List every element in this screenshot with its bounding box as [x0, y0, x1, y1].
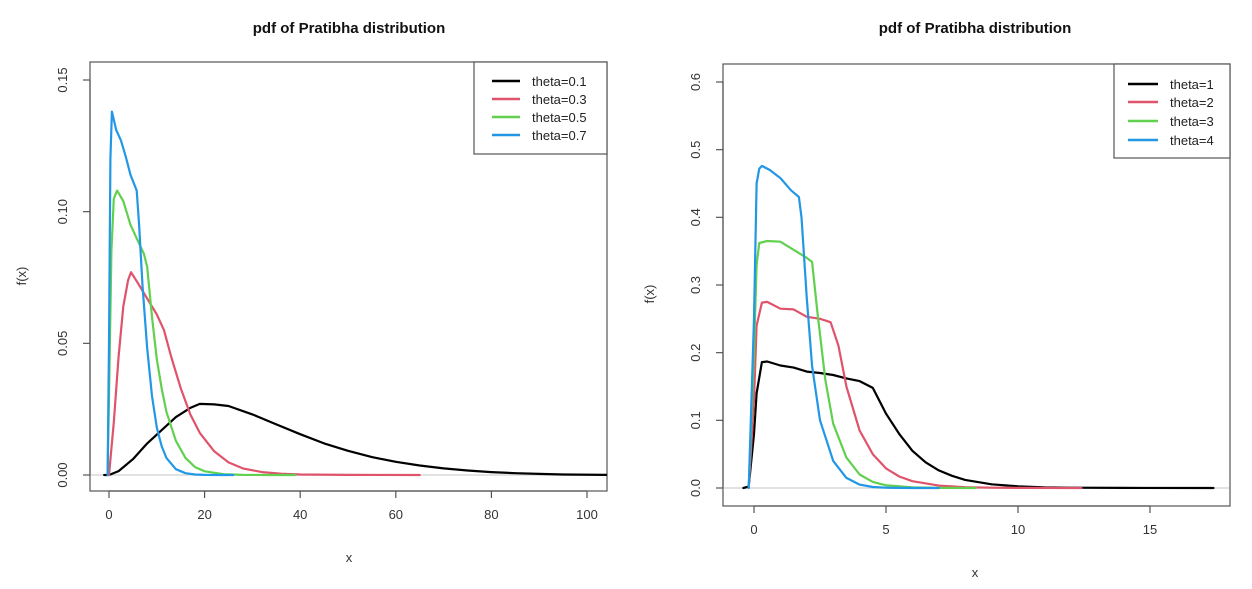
- legend-entry: theta=3: [1128, 114, 1214, 129]
- y-tick-label: 0.2: [688, 344, 703, 362]
- left-curves: [103, 110, 608, 477]
- series-line-theta-0-5: [106, 189, 297, 477]
- y-tick-label: 0.0: [688, 479, 703, 497]
- y-tick-label: 0.05: [55, 331, 70, 356]
- y-tick-label: 0.15: [55, 67, 70, 92]
- legend-label: theta=0.5: [532, 110, 587, 125]
- right-chart-panel: pdf of Pratibha distribution x f(x) 0 5 10…: [642, 20, 1231, 580]
- x-tick-label: 5: [882, 522, 889, 537]
- x-tick-label: 0: [750, 522, 757, 537]
- x-tick-label: 100: [576, 507, 598, 522]
- legend-entry: theta=0.5: [492, 110, 587, 125]
- legend-label: theta=0.3: [532, 92, 587, 107]
- right-curves: [742, 164, 1215, 490]
- right-y-ticks: 0.0 0.1 0.2 0.3 0.4 0.5 0.6: [688, 73, 724, 497]
- legend-entry: theta=0.7: [492, 128, 587, 143]
- legend-label: theta=0.7: [532, 128, 587, 143]
- legend-label: theta=3: [1170, 114, 1214, 129]
- right-y-axis-label: f(x): [642, 285, 657, 304]
- x-tick-label: 0: [105, 507, 112, 522]
- legend-entry: theta=4: [1128, 133, 1214, 148]
- legend-entry: theta=1: [1128, 77, 1214, 92]
- x-tick-label: 10: [1011, 522, 1025, 537]
- left-legend-box: [473, 61, 608, 155]
- legend-entry: theta=0.1: [492, 74, 587, 89]
- right-legend-box: [1113, 63, 1231, 159]
- left-y-axis-label: f(x): [14, 267, 29, 286]
- y-tick-label: 0.3: [688, 276, 703, 294]
- series-line-theta-3: [747, 239, 977, 490]
- y-tick-label: 0.1: [688, 411, 703, 429]
- series-line-theta-0-7: [106, 110, 235, 477]
- series-line-theta-0-3: [107, 271, 421, 477]
- right-legend: theta=1 theta=2 theta=3 theta=4: [1113, 63, 1231, 159]
- left-y-ticks: 0.00 0.05 0.10 0.15: [55, 67, 91, 488]
- left-legend: theta=0.1 theta=0.3 theta=0.5 theta=0.7: [473, 61, 608, 155]
- series-line-theta-2: [747, 300, 1083, 490]
- legend-label: theta=4: [1170, 133, 1214, 148]
- x-tick-label: 80: [484, 507, 498, 522]
- y-tick-label: 0.4: [688, 208, 703, 226]
- x-tick-label: 20: [197, 507, 211, 522]
- x-tick-label: 60: [389, 507, 403, 522]
- left-x-axis-label: x: [346, 550, 353, 565]
- right-x-axis-label: x: [972, 565, 979, 580]
- x-tick-label: 40: [293, 507, 307, 522]
- legend-label: theta=1: [1170, 77, 1214, 92]
- series-line-theta-1: [742, 360, 1215, 490]
- right-chart-title: pdf of Pratibha distribution: [879, 20, 1071, 37]
- legend-label: theta=0.1: [532, 74, 587, 89]
- y-tick-label: 0.00: [55, 462, 70, 487]
- series-line-theta-0-1: [103, 402, 608, 477]
- legend-label: theta=2: [1170, 95, 1214, 110]
- series-line-theta-4: [747, 164, 940, 490]
- y-tick-label: 0.6: [688, 73, 703, 91]
- legend-entry: theta=0.3: [492, 92, 587, 107]
- left-chart-title: pdf of Pratibha distribution: [253, 20, 445, 37]
- left-chart-panel: pdf of Pratibha distribution x f(x) 0 20 4…: [14, 20, 608, 565]
- right-x-ticks: 0 5 10 15: [750, 505, 1157, 537]
- x-tick-label: 15: [1143, 522, 1157, 537]
- y-tick-label: 0.10: [55, 199, 70, 224]
- left-x-ticks: 0 20 40 60 80 100: [105, 490, 598, 522]
- y-tick-label: 0.5: [688, 141, 703, 159]
- legend-entry: theta=2: [1128, 95, 1214, 110]
